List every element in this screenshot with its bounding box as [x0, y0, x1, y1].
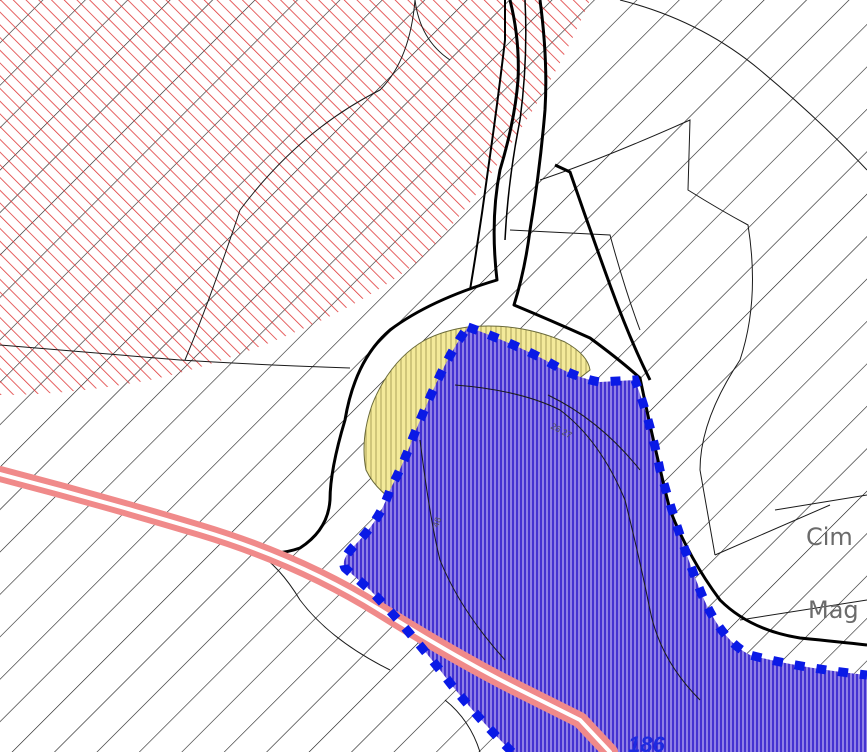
- road-outlines: [264, 0, 867, 647]
- street-label-cim: Cim: [806, 523, 853, 551]
- pink-road[interactable]: [0, 466, 618, 752]
- parcel-number-label: 186: [628, 732, 665, 752]
- parcel-186-boundary[interactable]: [339, 322, 867, 752]
- parcel-186-area[interactable]: [343, 327, 867, 752]
- micro-label-2: 48: [430, 516, 443, 529]
- street-label-mag: Mag: [808, 596, 859, 624]
- red-hatched-zone[interactable]: [0, 0, 590, 395]
- parcel-internal-lines: [419, 384, 701, 701]
